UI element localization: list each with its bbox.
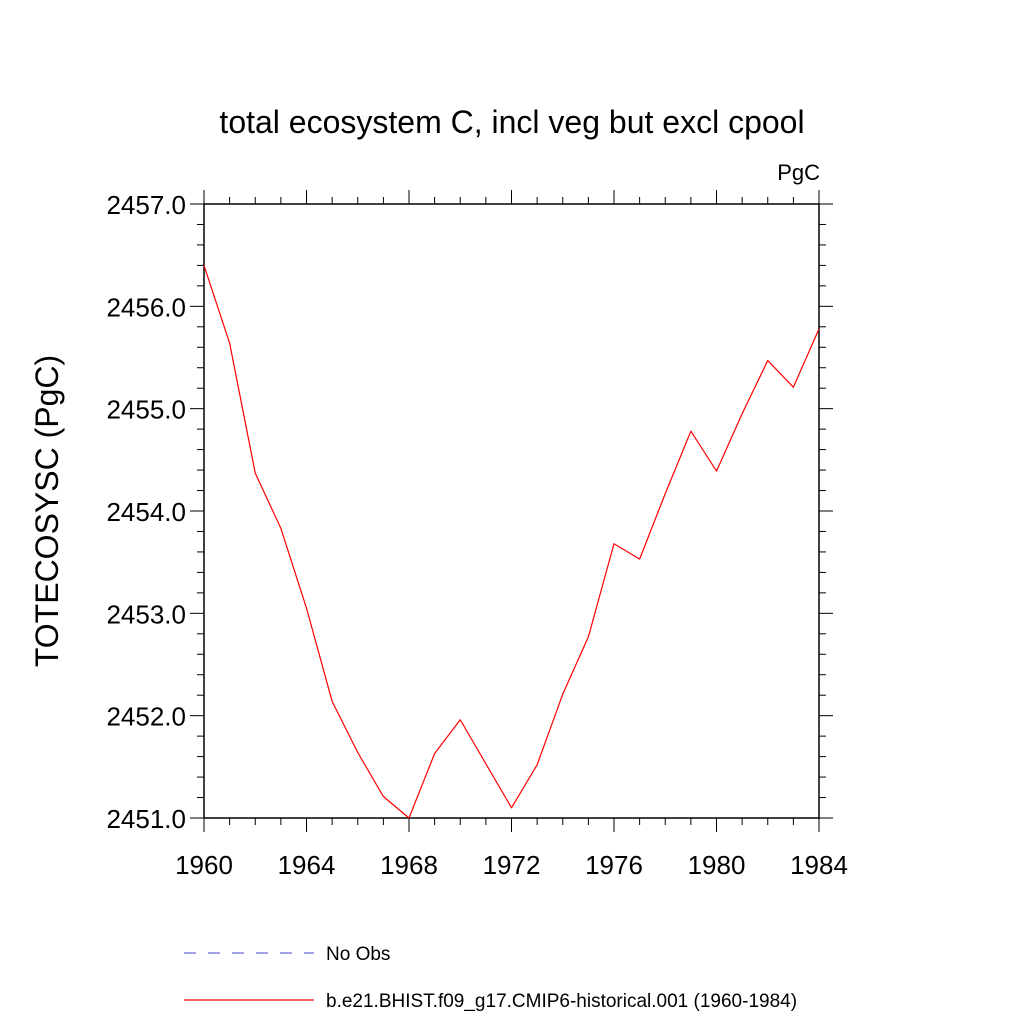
data-point bbox=[254, 472, 257, 475]
series-line bbox=[203, 265, 820, 819]
x-tick-label: 1964 bbox=[278, 850, 336, 880]
y-tick-label: 2452.0 bbox=[106, 702, 186, 732]
y-axis-label: TOTECOSYSC (PgC) bbox=[29, 355, 65, 667]
data-point bbox=[356, 751, 359, 754]
data-point bbox=[561, 693, 564, 696]
x-tick-label: 1968 bbox=[380, 850, 438, 880]
x-tick-label: 1972 bbox=[483, 850, 541, 880]
data-point bbox=[587, 635, 590, 638]
data-point bbox=[459, 718, 462, 721]
y-tick-label: 2454.0 bbox=[106, 497, 186, 527]
data-point bbox=[279, 527, 282, 530]
data-point bbox=[792, 386, 795, 389]
chart-title: total ecosystem C, incl veg but excl cpo… bbox=[219, 104, 804, 140]
data-point bbox=[203, 264, 206, 267]
data-point bbox=[408, 817, 411, 820]
data-point bbox=[741, 412, 744, 415]
data-point bbox=[766, 359, 769, 362]
data-point bbox=[305, 607, 308, 610]
legend: No Obs b.e21.BHIST.f09_g17.CMIP6-histori… bbox=[184, 944, 797, 1012]
data-point bbox=[664, 492, 667, 495]
data-point bbox=[331, 700, 334, 703]
data-point bbox=[228, 342, 231, 345]
data-point bbox=[382, 795, 385, 798]
data-point bbox=[715, 470, 718, 473]
data-point bbox=[818, 327, 821, 330]
x-tick-label: 1976 bbox=[585, 850, 643, 880]
plot-frame bbox=[203, 203, 820, 819]
y-axis: 2451.0 2452.0 2453.0 2454.0 2455.0 2456.0 2457… bbox=[106, 190, 833, 834]
data-point bbox=[638, 558, 641, 561]
data-point bbox=[484, 762, 487, 765]
y-tick-label: 2451.0 bbox=[106, 804, 186, 834]
data-point bbox=[510, 806, 513, 809]
x-tick-label: 1984 bbox=[790, 850, 848, 880]
y-tick-label: 2457.0 bbox=[106, 190, 186, 220]
y-tick-label: 2455.0 bbox=[106, 395, 186, 425]
legend-label-model: b.e21.BHIST.f09_g17.CMIP6-historical.001… bbox=[326, 991, 797, 1012]
y-tick-label: 2453.0 bbox=[106, 599, 186, 629]
y-tick-label: 2456.0 bbox=[106, 292, 186, 322]
data-point bbox=[613, 542, 616, 545]
units-label: PgC bbox=[777, 160, 820, 185]
x-tick-label: 1980 bbox=[688, 850, 746, 880]
data-point bbox=[689, 430, 692, 433]
data-point bbox=[536, 763, 539, 766]
data-point bbox=[433, 752, 436, 755]
series-layer bbox=[203, 264, 821, 820]
x-axis: 1960 1964 1968 1972 1976 1980 1984 bbox=[175, 190, 848, 880]
x-tick-label: 1960 bbox=[175, 850, 233, 880]
legend-label-no-obs: No Obs bbox=[326, 944, 390, 965]
